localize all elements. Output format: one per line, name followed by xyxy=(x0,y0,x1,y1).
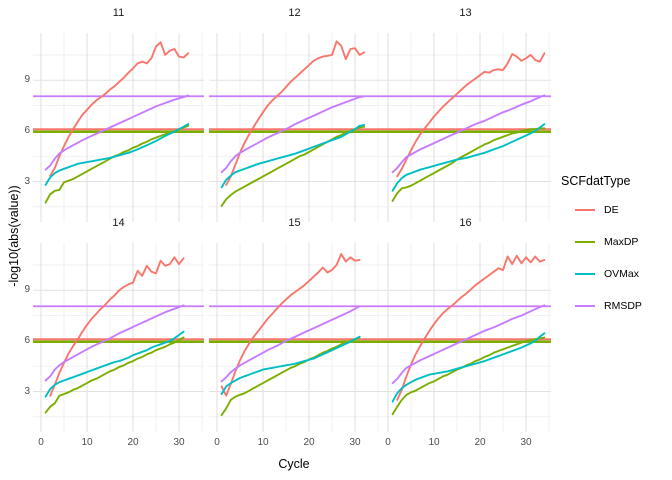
series-line-DE xyxy=(49,256,185,397)
facet-strip-label: 15 xyxy=(288,217,301,229)
series-line-OVMax xyxy=(391,123,546,192)
facet-plot-14 xyxy=(33,243,204,432)
facet-panel-12 xyxy=(209,33,380,222)
legend-key-OVMax-icon xyxy=(575,273,595,275)
series-line-RMSDP xyxy=(391,304,546,385)
facet-panel-16 xyxy=(380,243,551,432)
y-tick-label: 6 xyxy=(24,124,30,136)
legend-item-DE: DE xyxy=(561,200,671,220)
legend-item-RMSDP: RMSDP xyxy=(561,296,671,316)
series-line-DE xyxy=(396,52,546,178)
series-line-OVMax xyxy=(44,123,190,186)
series-line-DE xyxy=(220,253,361,397)
facet-plot-12 xyxy=(209,33,380,222)
x-tick-label: 30 xyxy=(520,437,532,448)
series-line-RMSDP xyxy=(391,94,546,174)
y-tick-label: 3 xyxy=(24,385,30,397)
facet-strip-label: 13 xyxy=(459,7,472,19)
facet-strip-label: 14 xyxy=(112,217,125,229)
x-tick-label: 10 xyxy=(81,437,93,448)
series-line-DE xyxy=(225,40,366,186)
y-axis-title: -log10(abs(value)) xyxy=(7,185,21,287)
y-tick-label: 3 xyxy=(24,175,30,187)
x-tick-label: 20 xyxy=(303,437,315,448)
facet-panel-15 xyxy=(209,243,380,432)
series-line-MaxDP xyxy=(44,336,185,414)
facet-plot-13 xyxy=(380,33,551,222)
series-line-RMSDP xyxy=(44,304,185,382)
y-tick-label: 6 xyxy=(24,334,30,346)
x-tick-label: 30 xyxy=(349,437,361,448)
facet-panel-11 xyxy=(33,33,204,222)
legend: SCFdatType DE MaxDP OVMax RMSDP xyxy=(561,174,671,328)
facet-strip-label: 11 xyxy=(112,7,125,19)
series-line-OVMax xyxy=(220,335,361,395)
legend-key-RMSDP-icon xyxy=(575,305,595,307)
x-tick-label: 20 xyxy=(474,437,486,448)
legend-title: SCFdatType xyxy=(561,174,631,188)
facet-plot-16 xyxy=(380,243,551,432)
series-line-DE xyxy=(49,41,190,177)
series-line-DE xyxy=(396,254,546,401)
x-tick-label: 0 xyxy=(38,437,44,448)
x-tick-label: 10 xyxy=(428,437,440,448)
legend-items: DE MaxDP OVMax RMSDP xyxy=(561,200,671,316)
x-tick-label: 30 xyxy=(173,437,185,448)
x-axis-title: Cycle xyxy=(278,457,310,471)
x-tick-label: 20 xyxy=(127,437,139,448)
legend-item-label: OVMax xyxy=(604,268,640,280)
series-line-MaxDP xyxy=(220,125,366,207)
facet-panel-13 xyxy=(380,33,551,222)
facet-strip-label: 12 xyxy=(288,7,301,19)
legend-item-MaxDP: MaxDP xyxy=(561,232,671,252)
legend-item-OVMax: OVMax xyxy=(561,264,671,284)
series-line-OVMax xyxy=(391,332,546,403)
series-line-MaxDP xyxy=(391,127,546,202)
y-tick-label: 9 xyxy=(24,74,30,86)
facet-strip-label: 16 xyxy=(459,217,472,229)
series-line-RMSDP xyxy=(44,94,190,171)
facet-plot-15 xyxy=(209,243,380,432)
x-tick-label: 0 xyxy=(385,437,391,448)
legend-key-MaxDP-icon xyxy=(575,241,595,243)
series-line-MaxDP xyxy=(391,336,546,416)
legend-item-label: MaxDP xyxy=(604,236,639,248)
series-line-RMSDP xyxy=(220,305,361,383)
legend-item-label: RMSDP xyxy=(604,300,642,312)
series-line-OVMax xyxy=(220,124,366,189)
series-line-OVMax xyxy=(44,330,185,398)
y-tick-label: 9 xyxy=(24,284,30,296)
legend-item-label: DE xyxy=(604,204,619,216)
series-line-RMSDP xyxy=(220,95,366,174)
x-tick-label: 10 xyxy=(257,437,269,448)
facet-plot-11 xyxy=(33,33,204,222)
x-tick-label: 0 xyxy=(214,437,220,448)
series-line-MaxDP xyxy=(220,336,361,417)
series-line-MaxDP xyxy=(44,124,190,204)
facet-panel-14 xyxy=(33,243,204,432)
legend-key-DE-icon xyxy=(575,209,595,211)
